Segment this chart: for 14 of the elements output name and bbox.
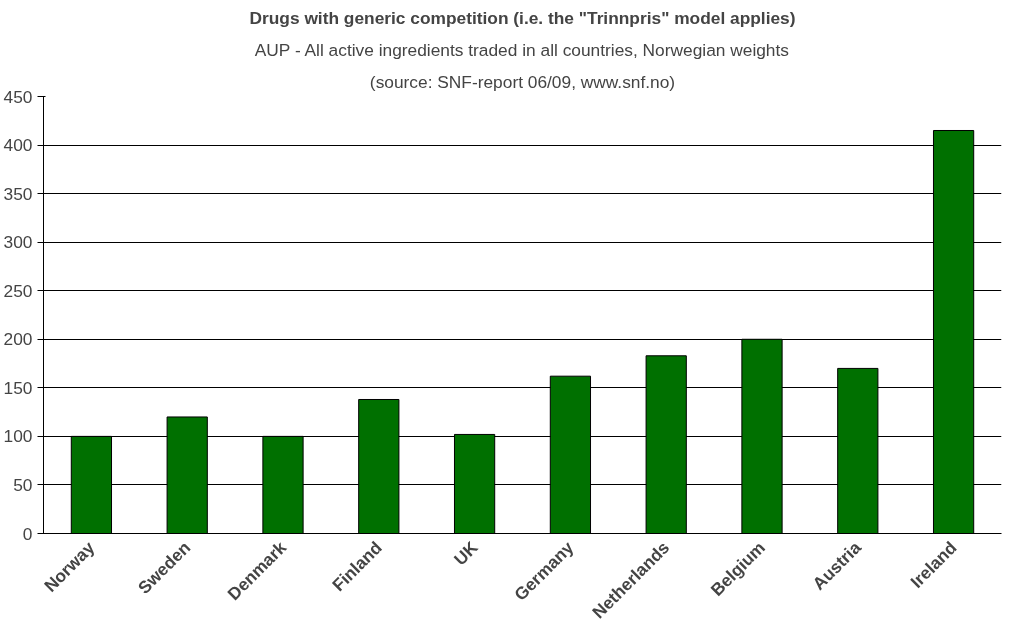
chart-title: Drugs with generic competition (i.e. the "Trinnpris" model applies): [249, 7, 796, 28]
y-tick-label: 400: [3, 135, 33, 156]
x-tick-label: UK: [449, 537, 483, 570]
chart-subtitle: AUP - All active ingredients traded in all countries, Norwegian weights: [254, 39, 790, 60]
text: (source: SNF-report 06/09, www.snf.no): [369, 71, 676, 92]
y-tick-label: 250: [3, 280, 33, 301]
y-tick-label: 350: [3, 183, 33, 204]
y-tick-label: 300: [3, 232, 33, 253]
y-tick-label: 50: [13, 474, 33, 495]
y-tick-label: 450: [3, 86, 33, 107]
y-tick-label: 0: [22, 523, 33, 544]
y-tick-label: 200: [3, 329, 33, 350]
y-tick-label: 100: [3, 426, 33, 447]
y-tick-label: 150: [3, 377, 33, 398]
